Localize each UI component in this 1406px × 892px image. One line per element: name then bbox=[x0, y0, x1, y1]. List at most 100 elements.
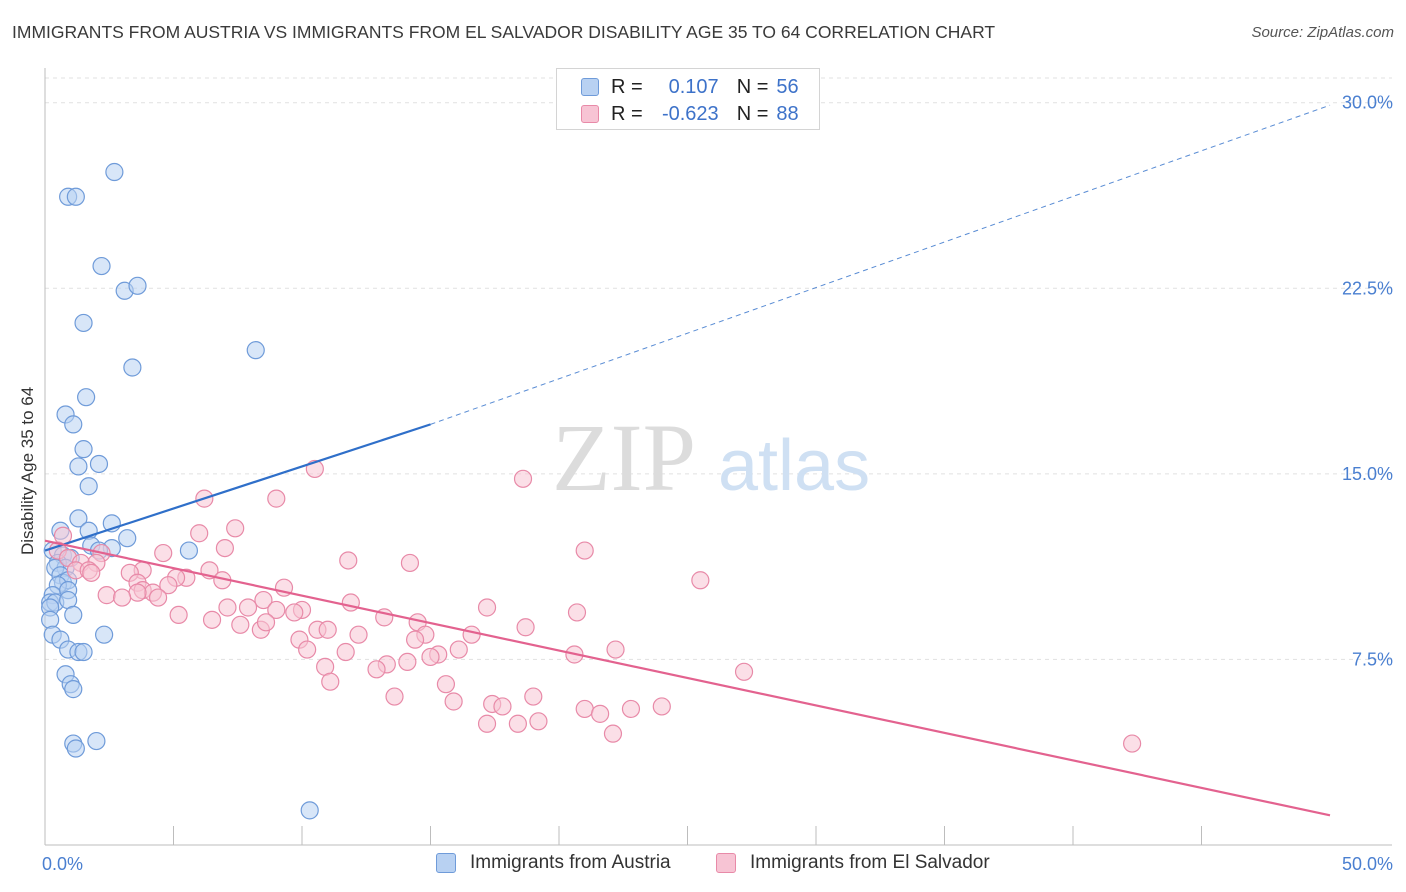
elsalvador-point bbox=[591, 704, 610, 723]
elsalvador-point bbox=[652, 697, 671, 716]
y-tick-label: 15.0% bbox=[1342, 464, 1393, 484]
elsalvador-point bbox=[621, 699, 641, 719]
chart-title: IMMIGRANTS FROM AUSTRIA VS IMMIGRANTS FR… bbox=[12, 22, 996, 42]
elsalvador-point bbox=[321, 672, 340, 691]
points-elsalvador bbox=[48, 459, 1142, 753]
elsalvador-point bbox=[691, 571, 710, 590]
elsalvador-point bbox=[493, 697, 512, 716]
legend-label-elsalvador: Immigrants from El Salvador bbox=[750, 852, 990, 873]
elsalvador-point bbox=[190, 524, 209, 543]
elsalvador-point bbox=[128, 583, 147, 602]
elsalvador-point bbox=[449, 640, 468, 659]
r-label: R = bbox=[611, 102, 643, 125]
watermark-zip: ZIP bbox=[552, 404, 696, 511]
elsalvador-point bbox=[606, 640, 625, 659]
elsalvador-point bbox=[238, 598, 258, 617]
austria-point bbox=[69, 457, 88, 476]
r-label: R = bbox=[611, 75, 643, 98]
series-legend: Immigrants from Austria Immigrants from … bbox=[0, 850, 1406, 880]
elsalvador-point bbox=[734, 662, 754, 681]
legend-item-elsalvador[interactable]: Immigrants from El Salvador bbox=[716, 852, 990, 874]
x-tick-label: 0.0% bbox=[42, 854, 83, 874]
austria-trend-line bbox=[44, 423, 431, 552]
elsalvador-legend-swatch bbox=[716, 853, 736, 873]
gridlines bbox=[45, 77, 1392, 660]
elsalvador-point bbox=[477, 714, 497, 733]
austria-point bbox=[69, 509, 88, 528]
source-label: Source: ZipAtlas.com bbox=[1251, 24, 1394, 41]
austria-swatch bbox=[581, 78, 599, 96]
elsalvador-point bbox=[226, 519, 245, 538]
elsalvador-point bbox=[202, 610, 222, 629]
austria-point bbox=[64, 680, 83, 699]
elsalvador-point bbox=[421, 647, 440, 667]
austria-point bbox=[74, 313, 93, 333]
austria-point bbox=[246, 341, 265, 360]
elsalvador-trend-line bbox=[44, 539, 1331, 817]
elsalvador-point bbox=[339, 551, 358, 570]
elsalvador-point bbox=[298, 640, 317, 659]
austria-point bbox=[89, 454, 109, 474]
elsalvador-point bbox=[529, 712, 548, 731]
austria-point bbox=[300, 801, 319, 820]
austria-point bbox=[118, 529, 137, 548]
elsalvador-point bbox=[169, 605, 188, 625]
elsalvador-point bbox=[575, 699, 594, 719]
elsalvador-point bbox=[462, 625, 481, 644]
elsalvador-point bbox=[97, 586, 116, 605]
watermark-atlas: atlas bbox=[718, 426, 870, 506]
stats-row-austria: R = 0.107 N = 56 bbox=[581, 74, 799, 100]
elsalvador-point bbox=[400, 553, 420, 573]
elsalvador-point bbox=[267, 600, 286, 620]
n-label: N = bbox=[736, 75, 769, 98]
elsalvador-point bbox=[148, 588, 168, 607]
elsalvador-point bbox=[336, 642, 355, 662]
elsalvador-point bbox=[567, 603, 587, 622]
austria-point bbox=[74, 642, 93, 662]
elsalvador-point bbox=[603, 724, 623, 743]
elsalvador-point bbox=[154, 543, 173, 563]
legend-item-austria[interactable]: Immigrants from Austria bbox=[436, 852, 671, 874]
elsalvador-point bbox=[215, 538, 234, 558]
austria-point bbox=[66, 187, 85, 206]
trend-lines bbox=[44, 104, 1331, 817]
austria-point bbox=[41, 610, 60, 629]
austria-point bbox=[179, 541, 199, 560]
elsalvador-point bbox=[349, 625, 368, 644]
elsalvador-point bbox=[159, 576, 178, 595]
elsalvador-point bbox=[385, 687, 404, 706]
elsalvador-point bbox=[477, 598, 497, 617]
elsalvador-r-value: -0.623 bbox=[661, 102, 719, 125]
elsalvador-point bbox=[256, 613, 276, 632]
austria-legend-swatch bbox=[436, 853, 456, 873]
austria-trend-extension bbox=[430, 104, 1331, 425]
elsalvador-point bbox=[82, 563, 101, 582]
austria-point bbox=[95, 625, 114, 644]
austria-point bbox=[66, 739, 85, 758]
elsalvador-point bbox=[254, 590, 273, 610]
legend-label-austria: Immigrants from Austria bbox=[470, 852, 671, 873]
austria-r-value: 0.107 bbox=[668, 75, 719, 98]
elsalvador-point bbox=[285, 603, 304, 622]
elsalvador-point bbox=[231, 615, 250, 634]
elsalvador-point bbox=[341, 593, 360, 612]
elsalvador-point bbox=[436, 675, 456, 694]
elsalvador-point bbox=[508, 714, 527, 733]
elsalvador-point bbox=[318, 620, 337, 639]
elsalvador-point bbox=[444, 692, 463, 711]
austria-point bbox=[77, 388, 96, 407]
elsalvador-point bbox=[524, 687, 543, 706]
y-tick-label: 30.0% bbox=[1342, 93, 1393, 113]
elsalvador-point bbox=[575, 541, 594, 560]
austria-point bbox=[79, 477, 98, 496]
elsalvador-n-value: 88 bbox=[776, 102, 799, 125]
elsalvador-point bbox=[1123, 734, 1142, 753]
austria-point bbox=[64, 605, 83, 625]
elsalvador-point bbox=[367, 660, 386, 679]
y-tick-label: 7.5% bbox=[1352, 649, 1393, 669]
stats-row-elsalvador: R = -0.623 N = 88 bbox=[581, 101, 799, 127]
elsalvador-swatch bbox=[581, 105, 599, 123]
elsalvador-point bbox=[267, 489, 286, 508]
austria-point bbox=[123, 358, 142, 377]
